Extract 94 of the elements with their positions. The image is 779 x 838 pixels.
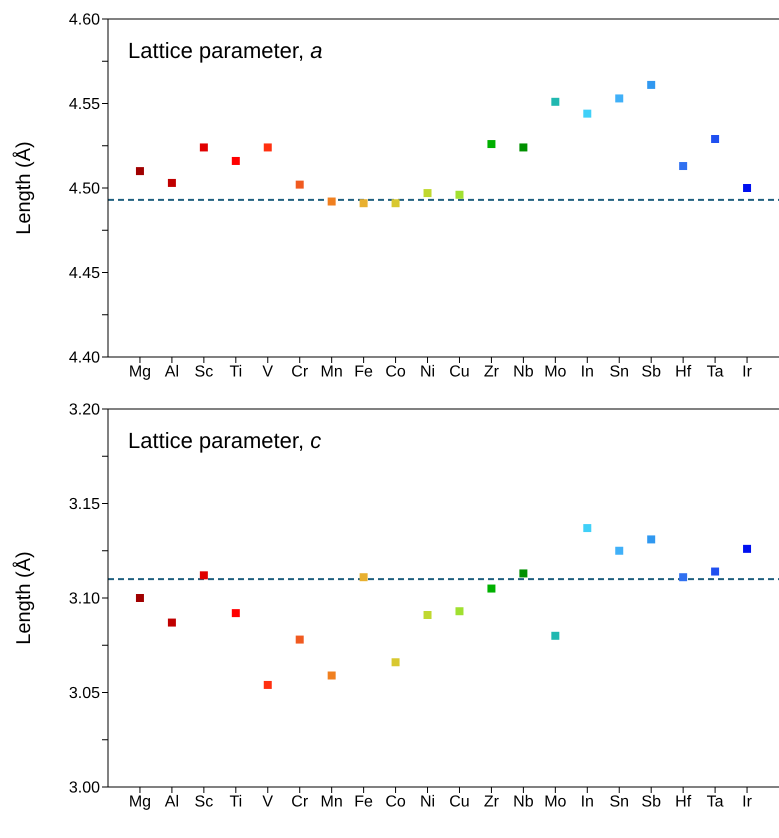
point <box>424 189 432 198</box>
point <box>615 94 624 102</box>
x-tick-label: Nb <box>513 363 534 380</box>
point <box>551 632 560 640</box>
point <box>583 110 592 118</box>
x-tick-label: Ir <box>742 793 753 810</box>
x-tick-label: Sb <box>641 793 662 810</box>
x-tick-label: Sc <box>194 363 214 380</box>
x-tick-label: Fe <box>354 793 374 810</box>
point <box>455 607 464 616</box>
x-tick-label: Sc <box>194 793 214 810</box>
point <box>200 571 208 580</box>
point <box>264 680 272 689</box>
y-tick-label: 3.10 <box>68 590 100 608</box>
x-tick-label: V <box>262 793 274 810</box>
point <box>200 143 208 152</box>
point <box>136 167 144 176</box>
y-tick-label: 3.00 <box>68 780 100 797</box>
point <box>264 143 272 152</box>
x-tick-label: Ta <box>706 363 724 380</box>
y-tick-label: 3.20 <box>68 402 100 419</box>
x-tick-label: Zr <box>484 793 500 810</box>
y-tick-label: 4.45 <box>68 265 100 282</box>
point <box>360 199 368 208</box>
x-tick-label: Mg <box>128 363 152 380</box>
x-tick-label: Hf <box>675 363 692 380</box>
point <box>296 636 304 644</box>
point <box>583 524 592 532</box>
x-tick-label: Mn <box>320 793 343 810</box>
x-tick-label: Cr <box>291 793 309 810</box>
point <box>519 569 528 578</box>
point <box>679 162 688 170</box>
point <box>232 609 240 618</box>
point <box>136 594 144 602</box>
x-tick-label: V <box>262 363 274 380</box>
x-tick-label: Co <box>385 363 406 380</box>
x-tick-label: Ta <box>706 793 724 810</box>
x-tick-label: Mo <box>544 363 567 380</box>
point <box>328 671 336 680</box>
point <box>392 199 400 208</box>
x-tick-label: Al <box>164 363 180 380</box>
point <box>360 573 368 582</box>
x-tick-label: Ir <box>742 363 753 380</box>
x-tick-label: In <box>580 363 594 380</box>
text: Lattice parameter, c <box>128 428 322 454</box>
point <box>168 618 176 627</box>
y-tick-label: 3.15 <box>68 496 100 514</box>
y-tick-label: 4.40 <box>68 350 100 367</box>
point <box>519 143 528 152</box>
point <box>392 658 400 666</box>
x-tick-label: Ni <box>420 793 436 810</box>
x-tick-label: Nb <box>513 793 534 810</box>
point <box>455 190 464 199</box>
x-tick-label: Fe <box>354 363 374 380</box>
x-tick-label: In <box>580 793 594 810</box>
y-tick-label: 3.05 <box>68 685 100 702</box>
y-tick-label: 4.60 <box>68 12 100 29</box>
x-tick-label: Ni <box>420 363 436 380</box>
x-tick-label: Ti <box>229 363 242 380</box>
x-tick-label: Al <box>164 793 180 810</box>
x-tick-label: Cu <box>449 363 470 380</box>
x-tick-label: Sn <box>609 793 630 810</box>
point <box>647 80 656 89</box>
x-tick-label: Hf <box>675 793 692 810</box>
point <box>615 546 624 555</box>
x-tick-label: Cr <box>291 363 309 380</box>
x-tick-label: Mn <box>320 363 343 380</box>
x-tick-label: Mo <box>544 793 567 810</box>
point <box>711 568 720 576</box>
point <box>232 156 240 165</box>
x-tick-label: Sn <box>609 363 630 380</box>
point <box>743 184 752 192</box>
point <box>551 98 560 106</box>
y-axis-title: Length (Å) <box>12 141 36 235</box>
point <box>168 178 176 187</box>
point <box>679 573 688 582</box>
point <box>328 198 336 206</box>
point <box>647 535 656 544</box>
x-tick-label: Cu <box>449 793 470 810</box>
point <box>487 140 496 148</box>
x-tick-label: Zr <box>484 363 500 380</box>
x-tick-label: Sb <box>641 363 662 380</box>
y-tick-label: 4.55 <box>68 96 100 114</box>
y-axis-title: Length (Å) <box>12 551 36 645</box>
text: Lattice parameter, a <box>128 38 322 64</box>
x-tick-label: Mg <box>128 793 152 810</box>
point <box>424 611 432 620</box>
y-tick-label: 4.50 <box>68 180 100 198</box>
point <box>743 544 752 553</box>
point <box>487 584 496 593</box>
point <box>296 180 304 189</box>
x-tick-label: Ti <box>229 793 242 810</box>
x-tick-label: Co <box>385 793 406 810</box>
point <box>711 134 720 143</box>
